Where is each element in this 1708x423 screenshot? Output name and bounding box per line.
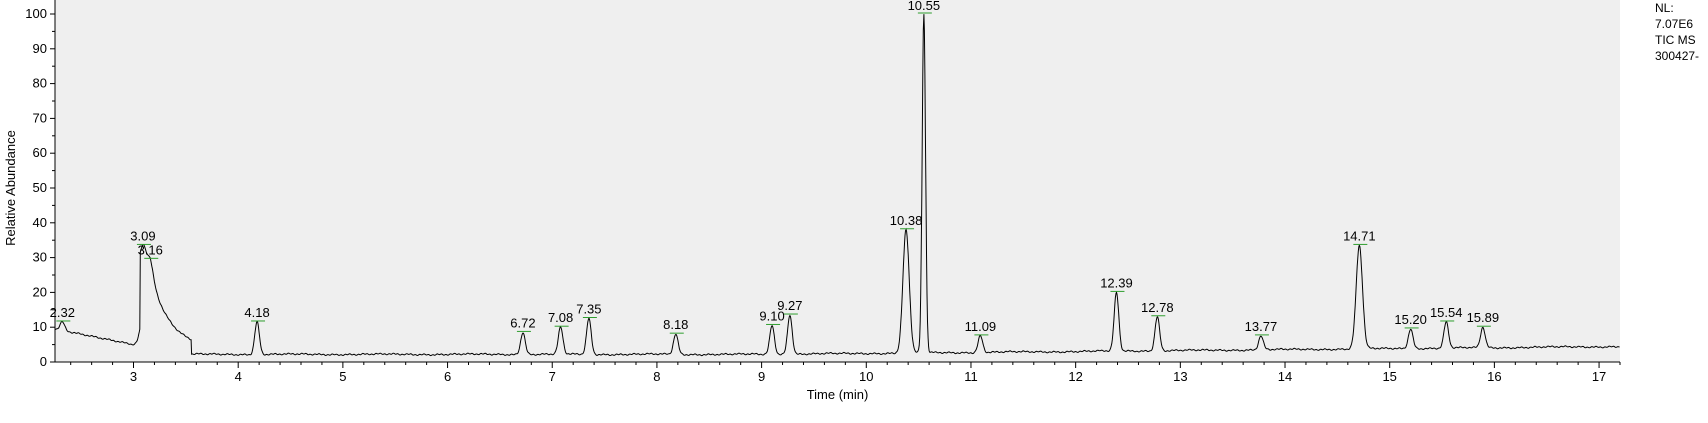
peak-label: 6.72 xyxy=(510,315,535,330)
x-tick-label: 11 xyxy=(964,369,978,384)
x-tick-label: 17 xyxy=(1592,369,1606,384)
x-tick-label: 3 xyxy=(130,369,137,384)
y-axis-tick-labels: 0 10 20 30 40 50 60 70 80 90 100 xyxy=(25,6,47,369)
y-tick-label: 70 xyxy=(33,110,47,125)
y-tick-label: 10 xyxy=(33,319,47,334)
peak-label: 14.71 xyxy=(1343,228,1376,243)
peak-label: 15.20 xyxy=(1394,312,1427,327)
x-tick-label: 15 xyxy=(1382,369,1396,384)
plot-area xyxy=(55,0,1620,362)
peak-label: 13.77 xyxy=(1245,319,1278,334)
peak-label: 12.78 xyxy=(1141,300,1174,315)
x-tick-label: 5 xyxy=(339,369,346,384)
x-tick-label: 9 xyxy=(758,369,765,384)
y-tick-label: 30 xyxy=(33,250,47,265)
peak-label: 11.09 xyxy=(965,319,997,334)
peak-label: 9.27 xyxy=(777,298,802,313)
y-tick-label: 100 xyxy=(25,6,47,21)
peak-label: 12.39 xyxy=(1100,275,1133,290)
x-tick-label: 12 xyxy=(1068,369,1082,384)
peak-label: 3.16 xyxy=(138,242,163,257)
y-tick-label: 80 xyxy=(33,76,47,91)
peak-markers xyxy=(56,12,1491,336)
y-tick-label: 60 xyxy=(33,145,47,160)
y-tick-label: 40 xyxy=(33,215,47,230)
peak-labels: 2.32 3.093.16 4.18 6.72 7.087.35 8.18 9.109.27… xyxy=(50,0,1499,334)
file-name: 300427- xyxy=(1655,49,1700,63)
x-tick-label: 6 xyxy=(444,369,451,384)
y-axis-title: Relative Abundance xyxy=(3,130,18,246)
peak-label: 3.09 xyxy=(130,228,155,243)
scan-type: TIC MS xyxy=(1655,33,1696,47)
peak-label: 8.18 xyxy=(663,317,688,332)
x-tick-label: 10 xyxy=(859,369,873,384)
peak-label: 9.10 xyxy=(759,308,784,323)
peak-label: 10.55 xyxy=(908,0,941,13)
y-tick-label: 50 xyxy=(33,180,47,195)
nl-value: 7.07E6 xyxy=(1655,17,1694,31)
scan-info: NL: 7.07E6 TIC MS 300427- xyxy=(1655,0,1708,64)
x-axis-tick-labels: 3 4 5 6 7 8 9 10 11 12 13 14 15 16 17 xyxy=(130,369,1606,384)
y-tick-label: 90 xyxy=(33,41,47,56)
x-tick-label: 16 xyxy=(1487,369,1501,384)
chromatogram-chart: 0 10 20 30 40 50 60 70 80 90 100 3 4 5 6 7 8 9 10 11 12 13 14… xyxy=(3,0,1621,402)
nl-label: NL: xyxy=(1655,1,1674,15)
y-tick-label: 20 xyxy=(33,284,47,299)
y-tick-label: 0 xyxy=(40,354,47,369)
peak-label: 10.38 xyxy=(890,213,923,228)
peak-label: 7.35 xyxy=(576,302,601,317)
x-axis-title: Time (min) xyxy=(807,387,869,402)
peak-label: 15.89 xyxy=(1467,310,1500,325)
peak-label: 7.08 xyxy=(548,310,573,325)
peak-label: 15.54 xyxy=(1430,305,1463,320)
peak-label: 2.32 xyxy=(50,305,75,320)
peak-label: 4.18 xyxy=(244,305,269,320)
x-tick-label: 8 xyxy=(653,369,660,384)
x-tick-label: 14 xyxy=(1278,369,1292,384)
tic-trace xyxy=(54,14,1620,357)
x-tick-label: 7 xyxy=(549,369,556,384)
x-tick-label: 13 xyxy=(1173,369,1187,384)
x-tick-label: 4 xyxy=(235,369,242,384)
